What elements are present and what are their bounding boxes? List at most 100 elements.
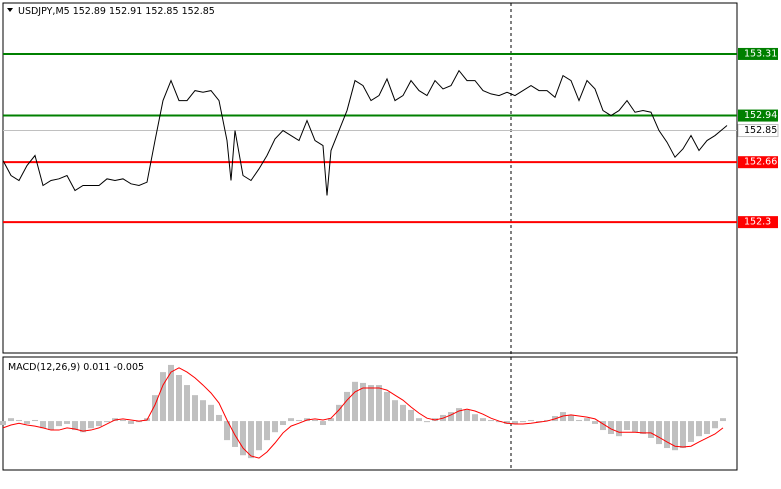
histogram-bar (520, 421, 526, 423)
histogram-bar (672, 421, 678, 451)
histogram-bar (136, 421, 142, 423)
histogram-bar (480, 418, 486, 422)
histogram-bar (616, 421, 622, 437)
histogram-bar (320, 421, 326, 426)
histogram-bar (184, 385, 190, 422)
level-label: 152.3 (744, 217, 771, 228)
histogram-bar (176, 374, 182, 422)
histogram-bar (424, 421, 430, 423)
histogram-bar (624, 421, 630, 431)
histogram-bar (656, 421, 662, 445)
histogram-bar (488, 419, 494, 422)
histogram-bar (640, 421, 646, 435)
histogram-bar (64, 421, 70, 424)
histogram-bar (680, 421, 686, 449)
level-label: 152.94 (744, 110, 777, 121)
histogram-bar (688, 421, 694, 442)
histogram-bar (264, 421, 270, 441)
histogram-bar (208, 404, 214, 422)
level-label: 153.31 (744, 48, 777, 59)
price-header: USDJPY,M5 152.89 152.91 152.85 152.85 (18, 6, 215, 17)
histogram-bar (168, 364, 174, 422)
current-price-label: 152.85 (744, 125, 777, 136)
histogram-bar (416, 418, 422, 422)
histogram-bar (88, 421, 94, 429)
histogram-bar (664, 421, 670, 449)
macd-header: MACD(12,26,9) 0.011 -0.005 (8, 362, 144, 373)
histogram-bar (368, 385, 374, 422)
histogram-bar (448, 412, 454, 422)
histogram-bar (200, 400, 206, 422)
histogram-bar (280, 421, 286, 426)
macd-panel (2, 356, 738, 471)
histogram-bar (360, 382, 366, 422)
histogram-bar (384, 391, 390, 422)
histogram-bar (504, 421, 510, 424)
histogram-bar (296, 419, 302, 422)
histogram-bar (32, 419, 38, 422)
histogram-bar (16, 419, 22, 422)
histogram-bar (720, 418, 726, 422)
histogram-bar (536, 421, 542, 423)
level-label-box (738, 156, 778, 169)
histogram-bar (608, 421, 614, 435)
current-price-box (737, 124, 779, 138)
signal-value: -0.005 (113, 362, 144, 373)
histogram-bar (400, 404, 406, 422)
level-label-box (738, 47, 778, 60)
macd-title: MACD(12,26,9) (8, 362, 80, 373)
histogram-bar (248, 421, 254, 459)
histogram-bar (344, 391, 350, 422)
histogram-bar (376, 385, 382, 422)
histogram-bar (48, 421, 54, 431)
histogram-bar (560, 412, 566, 422)
histogram-bar (496, 421, 502, 423)
level-label-box (738, 216, 778, 229)
histogram-bar (600, 421, 606, 431)
open: 152.89 (73, 6, 106, 17)
histogram-bar (512, 421, 518, 424)
close: 152.85 (182, 6, 215, 17)
histogram-bar (528, 419, 534, 422)
histogram-bar (352, 381, 358, 422)
histogram-bar (408, 409, 414, 422)
histogram-bar (216, 414, 222, 422)
macd-value: 0.011 (83, 362, 110, 373)
high: 152.91 (109, 6, 142, 17)
histogram-bar (392, 400, 398, 422)
histogram-bar (8, 418, 14, 422)
histogram-bar (40, 421, 46, 429)
histogram-bar (56, 421, 62, 427)
histogram-bar (80, 421, 86, 433)
histogram-bar (648, 421, 654, 438)
menu-icon (7, 8, 13, 12)
histogram-bar (240, 421, 246, 456)
histogram-bar (336, 404, 342, 422)
histogram-bar (192, 395, 198, 422)
histogram-bar (584, 418, 590, 422)
histogram-bar (96, 421, 102, 427)
histogram-bar (464, 409, 470, 422)
price-panel (2, 2, 738, 354)
low: 152.85 (145, 6, 178, 17)
histogram-bar (696, 421, 702, 437)
histogram-bar (544, 419, 550, 422)
histogram-bar (120, 419, 126, 422)
histogram-bar (592, 421, 598, 424)
line-series (2, 69, 728, 196)
histogram-bar (472, 414, 478, 422)
histogram-bar (272, 421, 278, 433)
histogram-bar (632, 421, 638, 433)
histogram-bar (224, 421, 230, 441)
histogram-bar (712, 421, 718, 429)
histogram-bar (288, 418, 294, 422)
labels: 153.31 152.94 152.66 152.3 152.85 (737, 47, 779, 229)
histogram-bar (312, 419, 318, 422)
histogram-bar (456, 408, 462, 422)
histogram-bar (24, 421, 30, 424)
histogram-bar (0, 421, 6, 426)
histogram-bar (328, 418, 334, 422)
